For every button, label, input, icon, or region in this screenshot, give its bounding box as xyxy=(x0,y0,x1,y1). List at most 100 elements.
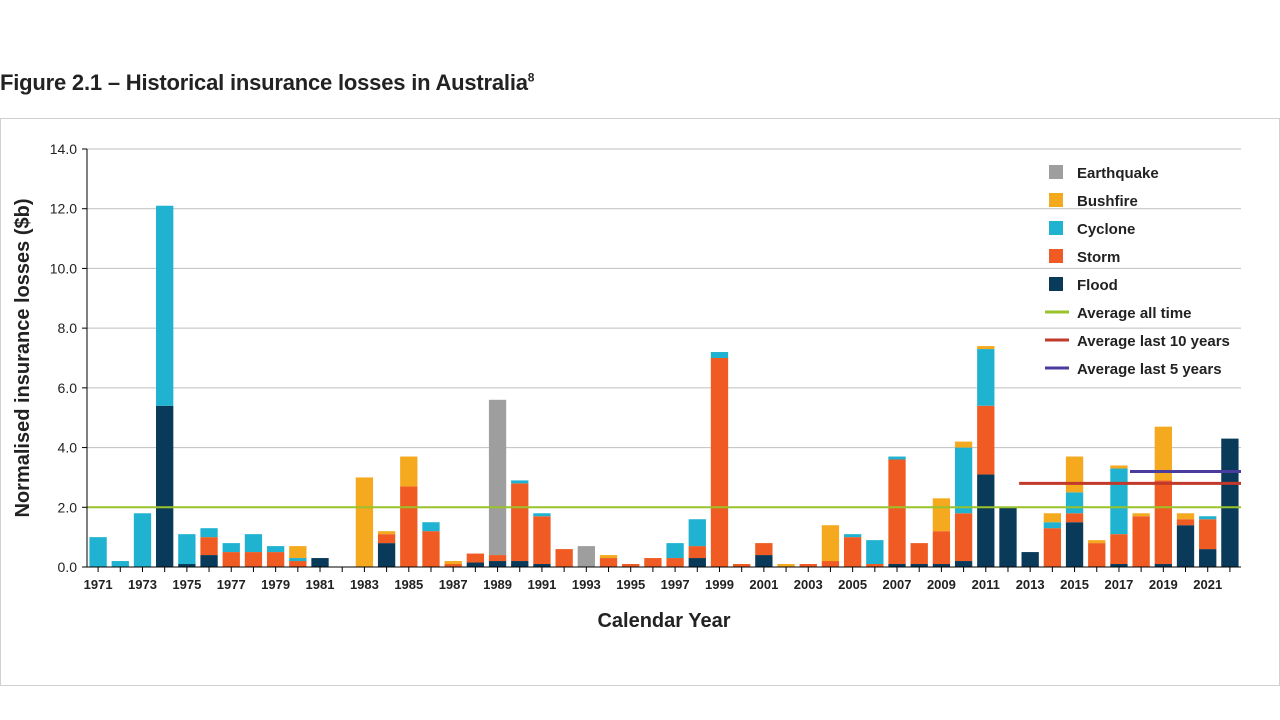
x-tick-label: 1997 xyxy=(661,577,690,592)
bar-segment xyxy=(445,561,462,564)
bar-segment xyxy=(955,513,972,561)
legend-label: Average last 10 years xyxy=(1077,333,1230,350)
bar-segment xyxy=(245,534,262,552)
bar-segment xyxy=(955,561,972,567)
bar-segment xyxy=(311,558,328,567)
bar-segment xyxy=(711,352,728,358)
y-axis-label: Normalised insurance losses ($b) xyxy=(12,198,34,517)
bar-segment xyxy=(1155,480,1172,564)
bar-segment xyxy=(977,406,994,475)
bar-segment xyxy=(666,543,683,558)
bar-segment xyxy=(1132,516,1149,567)
x-tick-label: 1987 xyxy=(439,577,468,592)
legend-label: Average all time xyxy=(1077,305,1192,322)
bar-segment xyxy=(689,546,706,558)
bar-segment xyxy=(1177,525,1194,567)
bar-segment xyxy=(422,522,439,531)
legend-swatch xyxy=(1049,193,1063,207)
bar-segment xyxy=(200,555,217,567)
bar-segment xyxy=(888,460,905,565)
x-tick-label: 1979 xyxy=(261,577,290,592)
bar-segment xyxy=(1066,492,1083,513)
y-tick-label: 14.0 xyxy=(50,141,77,157)
legend-swatch xyxy=(1049,249,1063,263)
x-tick-label: 2021 xyxy=(1193,577,1222,592)
x-tick-label: 1977 xyxy=(217,577,246,592)
bar-segment xyxy=(112,561,129,567)
x-tick-label: 2017 xyxy=(1104,577,1133,592)
bar-segment xyxy=(467,563,484,567)
bar-segment xyxy=(489,555,506,561)
bar-segment xyxy=(1199,519,1216,549)
bar-segment xyxy=(467,554,484,563)
bar-segment xyxy=(511,480,528,483)
bar-segment xyxy=(267,552,284,567)
bar-segment xyxy=(511,483,528,561)
bar-segment xyxy=(89,537,106,567)
bar-segment xyxy=(1022,552,1039,567)
bar-segment xyxy=(378,543,395,567)
bar-segment xyxy=(200,537,217,555)
legend-swatch xyxy=(1049,277,1063,291)
y-tick-label: 2.0 xyxy=(58,499,78,515)
x-tick-label: 2007 xyxy=(883,577,912,592)
x-tick-label: 1981 xyxy=(306,577,335,592)
bar-segment xyxy=(1044,513,1061,522)
x-tick-label: 1989 xyxy=(483,577,512,592)
bar-segment xyxy=(822,525,839,561)
x-axis-label: Calendar Year xyxy=(597,610,730,632)
bar-segment xyxy=(1066,513,1083,522)
legend-label: Bushfire xyxy=(1077,193,1138,210)
bar-segment xyxy=(977,474,994,567)
x-tick-label: 2011 xyxy=(972,577,1000,592)
bar-segment xyxy=(600,555,617,558)
bar-segment xyxy=(755,543,772,555)
bar-segment xyxy=(178,534,195,564)
x-tick-label: 1991 xyxy=(527,577,556,592)
bar-segment xyxy=(378,531,395,534)
bar-segment xyxy=(1066,457,1083,493)
y-tick-label: 12.0 xyxy=(50,201,77,217)
bar-segment xyxy=(999,507,1016,567)
bar-segment xyxy=(822,561,839,567)
y-tick-label: 8.0 xyxy=(58,320,78,336)
bar-segment xyxy=(1177,513,1194,519)
bar-segment xyxy=(1177,519,1194,525)
bar-segment xyxy=(955,448,972,514)
x-tick-label: 2019 xyxy=(1149,577,1178,592)
bar-segment xyxy=(289,561,306,567)
x-tick-label: 2005 xyxy=(838,577,867,592)
bar-segment xyxy=(245,552,262,567)
bar-segment xyxy=(267,546,284,552)
bar-segment xyxy=(289,558,306,561)
bar-segment xyxy=(223,543,240,552)
bar-segment xyxy=(711,358,728,567)
chart-svg: 0.02.04.06.08.010.012.014.01971197319751… xyxy=(1,119,1279,685)
bar-segment xyxy=(1110,465,1127,468)
bar-segment xyxy=(1066,522,1083,567)
bar-segment xyxy=(533,513,550,516)
bar-segment xyxy=(600,558,617,567)
bar-segment xyxy=(977,349,994,406)
bar-segment xyxy=(977,346,994,349)
legend-swatch xyxy=(1049,221,1063,235)
legend-label: Average last 5 years xyxy=(1077,361,1222,378)
legend-swatch xyxy=(1049,165,1063,179)
bar-segment xyxy=(1088,540,1105,543)
x-tick-label: 2009 xyxy=(927,577,956,592)
legend-label: Cyclone xyxy=(1077,221,1135,238)
figure-caption-sup: 8 xyxy=(528,71,534,85)
bar-segment xyxy=(489,400,506,555)
y-tick-label: 10.0 xyxy=(50,260,77,276)
x-tick-label: 2015 xyxy=(1060,577,1089,592)
figure-caption: Figure 2.1 – Historical insurance losses… xyxy=(0,70,534,96)
bar-segment xyxy=(955,442,972,448)
figure-caption-text: Figure 2.1 – Historical insurance losses… xyxy=(0,70,528,95)
bar-segment xyxy=(666,558,683,567)
bar-segment xyxy=(555,549,572,567)
bar-segment xyxy=(511,561,528,567)
y-tick-label: 0.0 xyxy=(58,559,78,575)
bar-segment xyxy=(289,546,306,558)
bar-segment xyxy=(1199,549,1216,567)
bar-segment xyxy=(156,406,173,567)
